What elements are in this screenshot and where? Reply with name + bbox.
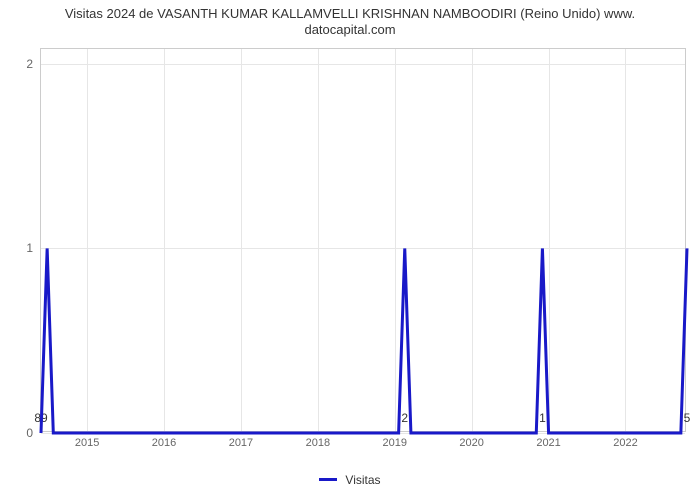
chart-title: Visitas 2024 de VASANTH KUMAR KALLAMVELL… bbox=[0, 6, 700, 39]
y-tick-label: 1 bbox=[26, 241, 41, 255]
legend-item-visitas: Visitas bbox=[319, 473, 380, 487]
chart-title-line1: Visitas 2024 de VASANTH KUMAR KALLAMVELL… bbox=[0, 6, 700, 22]
chart-title-line2: datocapital.com bbox=[0, 22, 700, 38]
plot-area: 2015201620172018201920202021202201289215 bbox=[40, 48, 686, 432]
legend: Visitas bbox=[0, 470, 700, 487]
legend-label: Visitas bbox=[345, 473, 380, 487]
y-tick-label: 2 bbox=[26, 57, 41, 71]
y-tick-label: 0 bbox=[26, 426, 41, 440]
series-line bbox=[41, 49, 687, 433]
legend-swatch bbox=[319, 478, 337, 481]
